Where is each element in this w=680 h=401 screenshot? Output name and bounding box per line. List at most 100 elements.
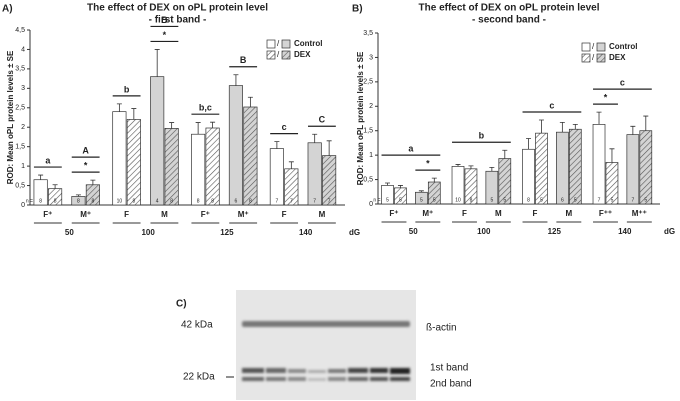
- n-label: 7: [290, 198, 293, 204]
- y-tick-label: 0: [369, 201, 373, 208]
- category-label: M⁺⁺: [632, 209, 647, 218]
- group-label: 140: [618, 227, 632, 236]
- error-bar: [397, 185, 403, 188]
- group-label: 50: [65, 228, 74, 237]
- panel-label: A): [2, 4, 13, 15]
- error-bar: [274, 141, 280, 149]
- legend-separator: /: [592, 53, 595, 62]
- significance-label: A: [82, 145, 89, 155]
- y-tick-label: 2: [21, 124, 25, 131]
- legend-swatch: [266, 50, 276, 60]
- chart-title: The effect of DEX on oPL protein level: [419, 3, 600, 14]
- category-label: F⁺⁺: [599, 209, 612, 218]
- chart-subtitle: - first band -: [149, 15, 207, 26]
- n-label: 5: [644, 197, 647, 203]
- bar: [522, 148, 535, 205]
- bar: [535, 132, 548, 205]
- bar: [568, 128, 582, 205]
- n-label: 8: [470, 197, 473, 203]
- error-bar: [233, 74, 239, 86]
- category-label: F: [533, 209, 538, 218]
- n-label: 5: [420, 197, 423, 203]
- error-bar: [431, 177, 437, 183]
- legend-swatch: [281, 39, 291, 49]
- n-label: 8: [197, 198, 200, 204]
- n-label: 8: [211, 198, 214, 204]
- category-label: M⁺: [80, 210, 91, 219]
- significance-label: C: [319, 115, 326, 125]
- error-bar: [288, 161, 294, 169]
- significance-label: B: [240, 55, 247, 65]
- category-label: F⁺: [43, 210, 52, 219]
- bar: [307, 142, 322, 206]
- category-label: F: [282, 210, 287, 219]
- y-axis-label: ROD: Mean oPL protein levels ± SE: [6, 50, 15, 184]
- y-tick-label: 3: [21, 85, 25, 92]
- band-label: ß-actin: [426, 323, 457, 334]
- significance-label: a: [45, 155, 51, 165]
- n-prefix: n =: [373, 197, 380, 203]
- category-label: F⁺: [201, 210, 210, 219]
- x-axis-label: dG: [349, 228, 360, 237]
- error-bar: [169, 122, 175, 129]
- n-label: 8: [91, 198, 94, 204]
- error-bar: [572, 123, 578, 130]
- error-bar: [326, 140, 332, 156]
- group-label: 100: [141, 228, 155, 237]
- y-tick-label: 3,5: [363, 30, 373, 37]
- error-bar: [247, 96, 253, 107]
- significance-label: b: [124, 84, 130, 94]
- category-label: F: [124, 210, 129, 219]
- significance-label: B: [161, 15, 168, 25]
- chart-title: The effect of DEX on oPL protein level: [87, 3, 268, 14]
- marker-label: 22 kDa: [183, 372, 215, 383]
- group-label: 50: [409, 227, 418, 236]
- bar: [228, 85, 243, 206]
- y-tick-label: 3: [369, 54, 373, 61]
- error-bar: [468, 165, 474, 169]
- bar: [243, 106, 258, 206]
- error-bar: [52, 184, 58, 189]
- y-tick-label: 0,5: [363, 176, 373, 183]
- error-bar: [385, 182, 391, 186]
- legend-swatch: [596, 42, 606, 52]
- error-bar: [609, 148, 615, 163]
- bar: [126, 119, 141, 206]
- n-label: 7: [275, 198, 278, 204]
- y-tick-label: 1: [369, 152, 373, 159]
- bar: [556, 131, 569, 205]
- error-bar: [116, 103, 122, 112]
- y-tick-label: 4: [21, 46, 25, 53]
- legend-label: Control: [609, 42, 637, 51]
- error-bar: [210, 121, 216, 128]
- n-label: 5: [490, 197, 493, 203]
- n-label: 4: [156, 198, 159, 204]
- blot-image: [236, 290, 416, 400]
- bar: [112, 111, 127, 206]
- x-axis-label: dG: [664, 227, 675, 236]
- error-bar: [455, 164, 461, 167]
- bar: [639, 130, 653, 205]
- bar: [592, 124, 606, 205]
- error-bar: [596, 111, 602, 125]
- bar: [191, 133, 206, 206]
- n-label: 8: [170, 198, 173, 204]
- error-bar: [418, 190, 424, 193]
- error-bar: [643, 115, 649, 131]
- error-bar: [38, 174, 44, 180]
- significance-label: a: [408, 143, 414, 153]
- n-label: 7: [328, 198, 331, 204]
- n-label: 7: [631, 197, 634, 203]
- n-label: 5: [386, 197, 389, 203]
- bar: [150, 76, 165, 206]
- significance-label: c: [549, 100, 554, 110]
- band-label: 1st band: [430, 363, 468, 374]
- category-label: M: [495, 209, 502, 218]
- legend-swatch: [581, 42, 591, 52]
- legend-separator: /: [277, 39, 280, 48]
- error-bar: [131, 108, 137, 120]
- category-label: M⁺: [238, 210, 249, 219]
- legend-label: DEX: [609, 53, 626, 62]
- n-label: 5: [611, 197, 614, 203]
- bar: [164, 128, 179, 206]
